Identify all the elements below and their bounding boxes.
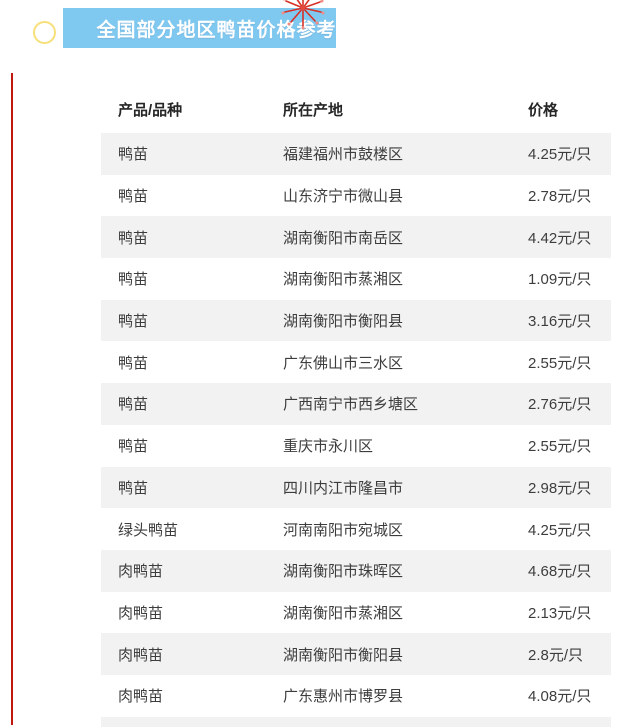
cell-product: 肉鸭苗: [118, 563, 164, 581]
cell-product: 鸭苗: [118, 146, 149, 164]
cell-price: 4.42元/只: [528, 229, 592, 247]
cell-price: 2.98元/只: [528, 479, 592, 497]
cell-price: 3.16元/只: [528, 313, 592, 331]
cell-price: 2.8元/只: [528, 646, 584, 664]
cell-origin: 湖南衡阳市衡阳县: [283, 313, 404, 331]
cell-origin: 四川内江市隆昌市: [283, 479, 404, 497]
cell-origin: 广东惠州市博罗县: [283, 688, 404, 706]
table-row: 鸭苗 湖南衡阳市南岳区 4.42元/只: [101, 216, 611, 259]
cell-origin: 河南南阳市宛城区: [283, 521, 404, 539]
cell-price: 2.13元/只: [528, 604, 592, 622]
cell-price: 4.25元/只: [528, 146, 592, 164]
table-row: 肉鸭苗 广东惠州市博罗县 4.08元/只: [101, 674, 611, 717]
red-accent-line: [11, 73, 13, 725]
cell-product: 鸭苗: [118, 313, 149, 331]
cell-price: 2.55元/只: [528, 354, 592, 372]
cell-origin: 山东济宁市微山县: [283, 188, 404, 206]
cell-origin: 湖南衡阳市衡阳县: [283, 646, 404, 664]
cell-origin: 湖南衡阳市珠晖区: [283, 563, 404, 581]
cell-product: 鸭苗: [118, 479, 149, 497]
page-title: 全国部分地区鸭苗价格参考: [96, 19, 337, 41]
cell-product: 鸭苗: [118, 188, 149, 206]
table-row: 肉鸭苗 湖南衡阳市珠晖区 4.68元/只: [101, 549, 611, 592]
column-header-origin: 所在产地: [283, 101, 344, 119]
article-title-banner: 全国部分地区鸭苗价格参考: [63, 8, 336, 48]
table-row: 绿头鸭苗 河南南阳市宛城区 4.25元/只: [101, 508, 611, 550]
yellow-circle-icon: [33, 21, 56, 44]
table-row: 鸭苗 四川内江市隆昌市 2.98元/只: [101, 466, 611, 509]
table-body: 鸭苗 福建福州市鼓楼区 4.25元/只 鸭苗 山东济宁市微山县 2.78元/只 …: [101, 133, 611, 727]
cell-product: 肉鸭苗: [118, 646, 164, 664]
cell-price: 4.08元/只: [528, 688, 592, 706]
cell-origin: 湖南衡阳市南岳区: [283, 229, 404, 247]
cell-product: 鸭苗: [118, 438, 149, 456]
table-row: 肉鸭苗 湖南衡阳市蒸湘区 2.13元/只: [101, 591, 611, 634]
cell-origin: 重庆市永川区: [283, 438, 374, 456]
cell-price: 2.76元/只: [528, 396, 592, 414]
table-row: 鸭苗 重庆市永川区 2.55元/只: [101, 424, 611, 467]
table-row: 鸭苗 山东济宁市微山县 2.78元/只: [101, 174, 611, 217]
table-row: 肉鸭苗 湖南衡阳市衡阳县 2.8元/只: [101, 633, 611, 675]
table-row: 鸭苗 广西南宁市西乡塘区 2.76元/只: [101, 383, 611, 425]
cell-product: 肉鸭苗: [118, 688, 164, 706]
table-row-partial: [101, 716, 611, 727]
table-header-row: 产品/品种 所在产地 价格: [101, 85, 611, 133]
table-row: 鸭苗 福建福州市鼓楼区 4.25元/只: [101, 133, 611, 175]
cell-price: 4.25元/只: [528, 521, 592, 539]
cell-product: 肉鸭苗: [118, 604, 164, 622]
table-row: 鸭苗 广东佛山市三水区 2.55元/只: [101, 341, 611, 384]
cell-product: 鸭苗: [118, 271, 149, 289]
cell-product: 鸭苗: [118, 229, 149, 247]
cell-product: 鸭苗: [118, 396, 149, 414]
table-row: 鸭苗 湖南衡阳市衡阳县 3.16元/只: [101, 299, 611, 342]
column-header-price: 价格: [528, 101, 559, 119]
cell-product: 鸭苗: [118, 354, 149, 372]
column-header-product: 产品/品种: [118, 101, 183, 119]
table-row: 鸭苗 湖南衡阳市蒸湘区 1.09元/只: [101, 258, 611, 300]
cell-price: 2.55元/只: [528, 438, 592, 456]
cell-product: 绿头鸭苗: [118, 521, 179, 539]
cell-origin: 福建福州市鼓楼区: [283, 146, 404, 164]
cell-origin: 广东佛山市三水区: [283, 354, 404, 372]
cell-price: 4.68元/只: [528, 563, 592, 581]
cell-price: 1.09元/只: [528, 271, 592, 289]
cell-origin: 广西南宁市西乡塘区: [283, 396, 419, 414]
firework-icon: [281, 0, 325, 30]
cell-origin: 湖南衡阳市蒸湘区: [283, 271, 404, 289]
price-table: 产品/品种 所在产地 价格 鸭苗 福建福州市鼓楼区 4.25元/只 鸭苗 山东济…: [101, 85, 611, 727]
cell-origin: 湖南衡阳市蒸湘区: [283, 604, 404, 622]
cell-price: 2.78元/只: [528, 188, 592, 206]
